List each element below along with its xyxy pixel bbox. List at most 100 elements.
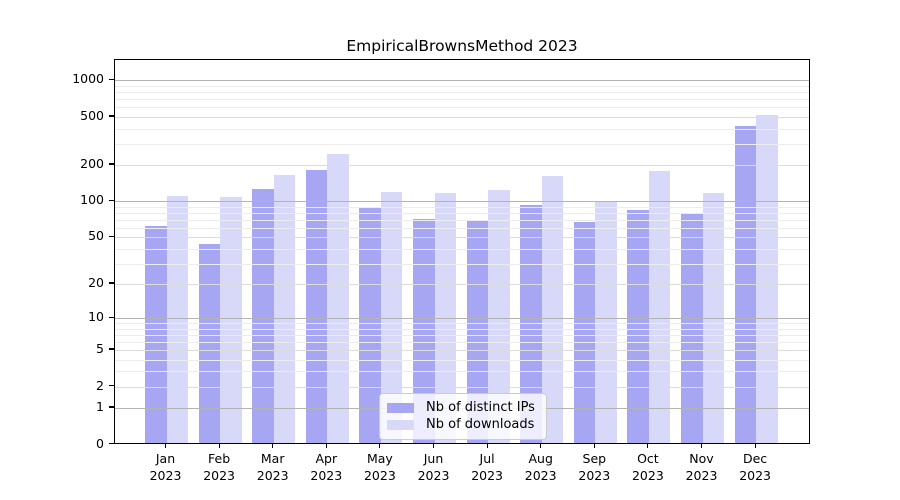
y-tickmark-1000: [108, 78, 114, 81]
gridline-y-20: [115, 284, 809, 286]
bar-distinct-ips: [305, 170, 328, 443]
x-axis-tick-label: Nov 2023: [685, 450, 718, 484]
x-axis-tick-label: Jun 2023: [417, 450, 450, 484]
y-tickmark-5: [108, 348, 114, 350]
bar-downloads: [434, 193, 456, 443]
plot-area: [114, 59, 810, 444]
x-axis-tick-label: Apr 2023: [310, 450, 343, 484]
legend-item-distinct-ips: Nb of distinct IPs: [387, 399, 536, 416]
x-tickmark-sep: [593, 443, 595, 448]
y-tickmark-2: [108, 385, 114, 387]
x-tickmark-jul: [486, 443, 488, 448]
y-axis-tick-label: 1000: [72, 71, 104, 87]
x-axis-tick-label: Jan 2023: [149, 450, 182, 484]
legend-swatch-distinct-ips: [387, 402, 414, 413]
gridline-y-900: [115, 86, 809, 87]
gridline-y-500: [115, 116, 809, 118]
x-tickmark-jun: [432, 443, 435, 448]
x-axis-tick-label: Jul 2023: [471, 450, 503, 484]
x-tickmark-oct: [647, 443, 649, 448]
gridline-y-2: [115, 386, 809, 388]
bar-downloads: [380, 192, 403, 443]
y-axis-tick-label: 100: [80, 192, 104, 208]
bar-downloads: [648, 170, 671, 443]
y-axis-tick-label: 5: [96, 341, 104, 357]
bar-downloads: [702, 192, 724, 443]
gridline-y-40: [115, 248, 809, 250]
y-tickmark-100: [108, 199, 114, 201]
x-axis-tick-label: Dec 2023: [739, 450, 771, 484]
gridline-y-4: [115, 359, 809, 361]
y-tickmark-1: [108, 406, 114, 408]
gridline-y-200: [115, 165, 809, 167]
gridline-y-400: [115, 128, 809, 130]
gridline-y-9: [115, 323, 809, 325]
bar-distinct-ips: [359, 207, 381, 443]
gridline-y-7: [115, 334, 809, 336]
x-tickmark-may: [379, 443, 381, 448]
y-axis-tick-label: 0: [96, 435, 104, 451]
x-axis-tick-label: Mar 2023: [256, 450, 289, 484]
gridline-y-70: [115, 219, 809, 221]
y-axis-tick-label: 20: [88, 275, 104, 291]
gridline-y-3: [115, 371, 809, 373]
gridline-y-700: [115, 99, 809, 101]
y-axis-tick-label: 2: [96, 377, 104, 393]
x-tickmark-mar: [272, 443, 274, 448]
x-axis-tick-label: May 2023: [363, 450, 396, 484]
y-axis-tick-label: 200: [80, 156, 104, 172]
bar-downloads: [327, 153, 349, 443]
gridline-y-80: [115, 212, 809, 214]
x-tickmark-apr: [325, 443, 327, 448]
legend-item-downloads: Nb of downloads: [387, 416, 536, 433]
x-tickmark-aug: [540, 443, 542, 448]
bar-distinct-ips: [681, 214, 703, 443]
x-axis-tick-label: Sep 2023: [578, 450, 611, 484]
y-tickmark-10: [108, 316, 114, 318]
x-axis-tick-label: Oct 2023: [631, 450, 664, 484]
bar-distinct-ips: [252, 188, 274, 443]
legend-swatch-downloads: [387, 419, 414, 430]
gridline-y-10: [115, 318, 809, 320]
legend: Nb of distinct IPs Nb of downloads: [379, 393, 547, 440]
y-tickmark-500: [108, 115, 114, 117]
gridline-y-1000: [115, 80, 809, 82]
gridline-y-5: [115, 350, 809, 352]
y-tickmark-200: [108, 163, 114, 165]
gridline-y-800: [115, 92, 809, 94]
gridline-y-30: [115, 263, 809, 265]
bar-distinct-ips: [198, 244, 221, 443]
bar-downloads: [595, 202, 617, 443]
bar-distinct-ips: [627, 210, 649, 443]
gridline-y-100: [115, 201, 809, 203]
y-tickmark-0: [108, 442, 114, 445]
y-axis-tick-label: 10: [88, 309, 104, 325]
gridline-y-60: [115, 227, 809, 229]
legend-label-downloads: Nb of downloads: [426, 417, 535, 432]
x-axis-tick-label: Feb 2023: [203, 450, 235, 484]
y-tickmark-20: [108, 282, 114, 284]
bar-distinct-ips: [573, 221, 596, 443]
x-tickmark-nov: [700, 443, 703, 448]
x-axis-tick-label: Aug 2023: [524, 450, 557, 484]
gridline-y-8: [115, 328, 809, 330]
x-tickmark-feb: [218, 443, 220, 448]
y-axis-tick-label: 1: [96, 398, 104, 414]
gridline-y-300: [115, 143, 809, 145]
bar-downloads: [220, 196, 242, 443]
bar-downloads: [166, 196, 188, 443]
gridline-y-90: [115, 206, 809, 208]
x-tickmark-jan: [164, 443, 167, 448]
bar-distinct-ips: [145, 225, 167, 443]
chart-title: EmpiricalBrownsMethod 2023: [346, 37, 578, 55]
x-tickmark-dec: [754, 443, 756, 448]
gridline-y-50: [115, 237, 809, 239]
bar-downloads: [273, 175, 296, 443]
bar-downloads: [541, 176, 564, 443]
y-tickmark-50: [108, 235, 114, 237]
legend-label-distinct-ips: Nb of distinct IPs: [426, 400, 535, 415]
y-axis-tick-label: 50: [88, 228, 104, 244]
bar-downloads: [488, 189, 510, 443]
gridline-y-600: [115, 107, 809, 109]
